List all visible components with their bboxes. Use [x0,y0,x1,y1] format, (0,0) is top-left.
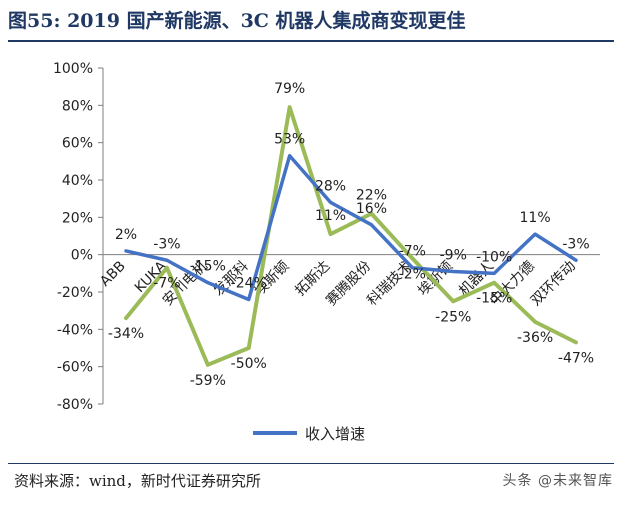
chart-axes [102,68,600,404]
data-label: 53% [274,132,305,148]
data-label: 79% [274,81,305,97]
y-tick-label: -80% [57,397,93,413]
y-tick-label: -60% [57,360,93,376]
data-label: 2% [115,227,137,243]
series-line-revenue-growth [124,153,578,302]
watermark: 头条 @未来智库 [502,473,613,489]
data-label: -36% [517,330,553,346]
source-divider [8,463,614,464]
y-tick-label: 100% [53,61,93,77]
data-label: -24% [231,275,267,291]
title-divider [8,40,614,42]
y-tick-label: 80% [62,98,93,114]
data-label: -7% [399,244,426,260]
data-label: -9% [440,247,467,263]
data-label: -10% [476,249,512,265]
data-label: -34% [108,326,144,342]
source-note: 资料来源：wind，新时代证券研究所 [14,472,261,490]
y-tick-label: -20% [57,285,93,301]
x-category-label: ABB [97,258,129,290]
y-tick-label: 0% [71,248,93,264]
data-label: -7% [153,276,180,292]
data-label: -15% [190,259,226,275]
data-label: -2% [399,266,426,282]
y-tick-label: -40% [57,322,93,338]
chart-legend: 收入增速 [253,425,365,443]
data-label: -50% [231,356,267,372]
data-label: -15% [476,291,512,307]
y-tick-label: 20% [62,210,93,226]
legend-label: 收入增速 [305,425,365,443]
y-tick-label: 40% [62,173,93,189]
series-lines [124,105,578,367]
y-axis-ticks: -80% -60% -40% -20% 0% 20% 40% 60% 80% 100% [53,61,103,413]
figure-title: 图55: 2019 国产新能源、3C 机器人集成商变现更佳 [8,10,466,32]
x-category-label: 双环传动 [528,258,579,309]
data-label: -3% [153,236,180,252]
data-label: -25% [435,309,471,325]
data-label: 11% [315,208,346,224]
data-label: -59% [190,373,226,389]
series-line-second [124,105,578,367]
data-label: -47% [558,350,594,366]
data-label: 22% [356,188,387,204]
data-label: 28% [315,178,346,194]
data-label: -3% [562,236,589,252]
data-label: 11% [520,210,551,226]
y-tick-label: 60% [62,136,93,152]
data-labels: 2% -3% -15% -24% 53% 28% 16% -7% -9% -10% 11% -3% -3… [108,81,594,389]
data-label: 16% [356,201,387,217]
